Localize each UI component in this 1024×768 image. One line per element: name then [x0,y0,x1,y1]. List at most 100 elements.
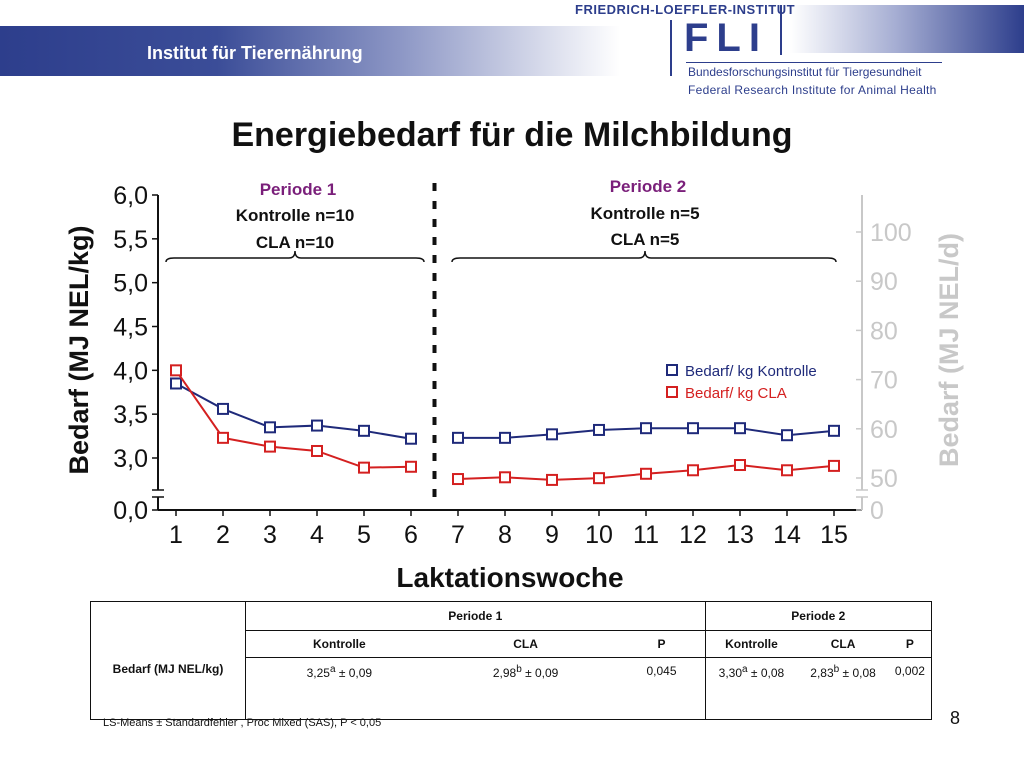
data-point [311,444,323,457]
superscript: a [742,664,748,675]
period-cla-n: CLA n=5 [611,230,680,249]
period-brace [165,250,425,263]
fli-logo-separator [686,62,942,63]
data-point [452,431,464,444]
x-tick-label: 6 [404,521,418,549]
data-point [217,402,229,415]
data-point [734,422,746,435]
y2-tick-label: 100 [870,219,912,247]
y-tick-label: 4,0 [113,357,148,385]
table-header-periode-2: Periode 2 [704,601,933,631]
table-cell-p2-kontrolle: 3,30a ± 0,08 [704,657,798,720]
x-tick-label: 13 [726,521,754,549]
legend-marker [666,364,678,376]
superscript: b [833,664,840,675]
y2-tick-label: 90 [870,268,898,296]
fli-subtitle-en: Federal Research Institute for Animal He… [688,83,937,97]
table-col-p-p1: P [618,630,706,658]
x-tick-label: 15 [820,521,848,549]
x-tick-label: 3 [263,521,277,549]
chart-title: Energiebedarf für die Milchbildung [231,116,793,154]
value: 2,83 [810,666,834,680]
superscript: a [329,664,336,675]
data-point [593,472,605,485]
y-tick-label: 0,0 [113,497,148,525]
period-kontrolle-n: Kontrolle n=10 [236,206,355,225]
period-title: Periode 1 [260,180,337,199]
data-point [781,429,793,442]
period-title: Periode 2 [610,177,687,196]
series-line [175,382,412,440]
data-point [217,431,229,444]
x-tick-label: 8 [498,521,512,549]
table-cell-p2-cla: 2,83b ± 0,08 [797,657,889,720]
error: ± 0,08 [839,666,876,680]
y-tick-label: 5,5 [113,226,148,254]
data-point [170,377,182,390]
fli-logo-rule [670,20,672,76]
table-col-cla-p1: CLA [432,630,619,658]
header-banner [0,26,620,76]
institute-name: Institut für Tierernährung [147,43,363,63]
table-col-kontrolle-p1: Kontrolle [244,630,433,658]
data-point [640,467,652,480]
error: ± 0,09 [335,666,373,680]
data-point [405,432,417,445]
x-tick-label: 14 [773,521,801,549]
results-table: Bedarf (MJ NEL/kg) Periode 1 Periode 2 K… [90,601,933,720]
table-cell-p1-cla: 2,98b ± 0,09 [432,657,619,720]
fli-full-name: FRIEDRICH-LOEFFLER-INSTITUT [575,2,796,17]
data-point [828,459,840,472]
y-tick-label: 3,0 [113,445,148,473]
data-point [452,473,464,486]
data-point [264,421,276,434]
x-tick-label: 10 [585,521,613,549]
data-point [593,423,605,436]
x-tick-label: 7 [451,521,465,549]
error: ± 0,08 [747,666,785,680]
line-chart: 0,03,03,54,04,55,05,56,01 2 3 4 5 6 7 8 9 10 11 12 1… [64,177,964,593]
x-tick-label: 11 [633,521,659,549]
data-point [405,460,417,473]
y2-tick-label: 50 [870,465,898,493]
y2-axis-title: Bedarf (MJ NEL/d) [934,233,964,467]
y-axis-title: Bedarf (MJ NEL/kg) [64,225,94,474]
data-point [170,364,182,377]
legend-label: Bedarf/ kg CLA [685,385,787,402]
table-corner-cell: Bedarf (MJ NEL/kg) [90,601,246,720]
data-point [499,471,511,484]
table-row-label: Bedarf (MJ NEL/kg) [112,662,224,676]
table-col-p-p2: P [888,630,932,658]
table-col-kontrolle-p2: Kontrolle [704,630,798,658]
x-axis-title: Laktationswoche [396,562,623,593]
table-cell-p1-p: 0,045 [618,657,706,720]
y2-tick-label: 0 [870,497,884,525]
data-point [687,422,699,435]
y-tick-label: 5,0 [113,270,148,298]
y-tick-label: 4,5 [113,314,148,342]
x-tick-label: 9 [545,521,559,549]
y-tick-label: 3,5 [113,401,148,429]
x-tick-label: 12 [679,521,707,549]
table-header-periode-1: Periode 1 [245,601,706,631]
data-point [640,422,652,435]
x-tick-label: 4 [310,521,324,549]
table-cell-p1-kontrolle: 3,25a ± 0,09 [244,657,433,720]
y-tick-label: 6,0 [113,182,148,210]
fli-logo-rule-right [780,5,782,55]
table-col-cla-p2: CLA [797,630,889,658]
period-brace [451,250,837,263]
footnote: LS-Means ± Standardfehler , Proc Mixed (… [103,717,382,729]
x-tick-label: 2 [216,521,230,549]
data-point [311,419,323,432]
superscript: b [516,664,522,675]
data-point [358,461,370,474]
value: 3,25 [306,666,330,680]
value: 2,98 [492,666,517,680]
y2-tick-label: 80 [870,317,898,345]
data-point [546,473,558,486]
data-point [264,440,276,453]
fli-logo: FLI [684,16,768,60]
series-line [175,369,412,469]
data-point [734,459,746,472]
